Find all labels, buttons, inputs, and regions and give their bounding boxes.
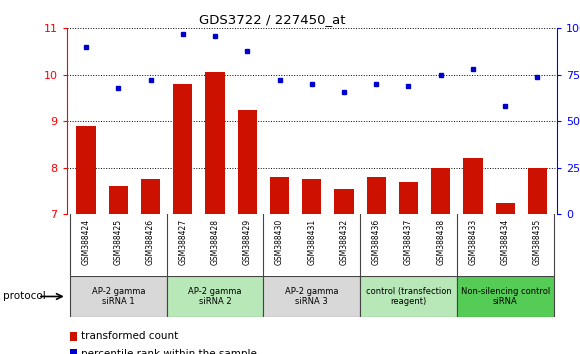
Text: Non-silencing control
siRNA: Non-silencing control siRNA <box>461 287 550 306</box>
Text: GSM388433: GSM388433 <box>469 219 477 266</box>
Text: GSM388428: GSM388428 <box>211 219 219 265</box>
Text: GSM388432: GSM388432 <box>339 219 349 265</box>
Bar <box>77 126 96 214</box>
Text: control (transfection
reagent): control (transfection reagent) <box>365 287 451 306</box>
Bar <box>334 189 354 214</box>
Text: GSM388425: GSM388425 <box>114 219 123 265</box>
Text: GSM388438: GSM388438 <box>436 219 445 265</box>
Text: GSM388435: GSM388435 <box>533 219 542 266</box>
Bar <box>302 179 321 214</box>
Bar <box>431 168 451 214</box>
Bar <box>141 179 160 214</box>
Bar <box>463 159 483 214</box>
Bar <box>528 168 547 214</box>
Text: GSM388431: GSM388431 <box>307 219 316 265</box>
Bar <box>70 276 166 317</box>
Text: protocol: protocol <box>3 291 46 302</box>
Bar <box>263 276 360 317</box>
Text: GSM388437: GSM388437 <box>404 219 413 266</box>
Text: GSM388429: GSM388429 <box>243 219 252 265</box>
Bar <box>108 186 128 214</box>
Bar <box>360 276 457 317</box>
Bar <box>399 182 418 214</box>
Text: GSM388424: GSM388424 <box>82 219 90 265</box>
Text: AP-2 gamma
siRNA 1: AP-2 gamma siRNA 1 <box>92 287 145 306</box>
Bar <box>270 177 289 214</box>
Bar <box>166 276 263 317</box>
Text: transformed count: transformed count <box>81 331 179 341</box>
Bar <box>457 276 553 317</box>
Bar <box>238 110 257 214</box>
Text: AP-2 gamma
siRNA 3: AP-2 gamma siRNA 3 <box>285 287 339 306</box>
Bar <box>367 177 386 214</box>
Bar <box>173 84 193 214</box>
Text: GSM388427: GSM388427 <box>178 219 187 265</box>
Text: percentile rank within the sample: percentile rank within the sample <box>81 349 257 354</box>
Bar <box>495 202 515 214</box>
Text: GSM388426: GSM388426 <box>146 219 155 265</box>
Title: GDS3722 / 227450_at: GDS3722 / 227450_at <box>200 13 346 26</box>
Bar <box>205 73 224 214</box>
Text: GSM388436: GSM388436 <box>372 219 380 266</box>
Text: AP-2 gamma
siRNA 2: AP-2 gamma siRNA 2 <box>188 287 242 306</box>
Text: GSM388434: GSM388434 <box>501 219 510 266</box>
Text: GSM388430: GSM388430 <box>275 219 284 266</box>
